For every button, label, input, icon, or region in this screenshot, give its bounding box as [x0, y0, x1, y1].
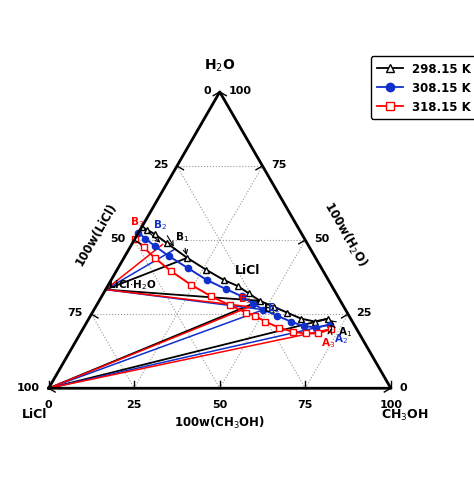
- Text: A$_2$: A$_2$: [331, 326, 347, 345]
- Text: 25: 25: [356, 308, 372, 318]
- Text: 50: 50: [212, 399, 228, 408]
- Text: E$_2$: E$_2$: [267, 301, 280, 314]
- Text: A$_3$: A$_3$: [321, 330, 336, 349]
- Text: 50: 50: [110, 234, 126, 244]
- Text: 100: 100: [17, 382, 40, 392]
- Text: 0: 0: [45, 399, 53, 408]
- Text: LiCl: LiCl: [235, 264, 260, 277]
- Text: CH$_3$OH: CH$_3$OH: [381, 407, 428, 422]
- Text: A$_1$: A$_1$: [332, 321, 352, 338]
- Text: LiCl: LiCl: [22, 407, 48, 420]
- Text: 75: 75: [67, 308, 83, 318]
- Text: 75: 75: [271, 160, 286, 170]
- Text: 100: 100: [379, 399, 402, 408]
- Text: H$_2$O: H$_2$O: [204, 58, 236, 74]
- Legend: 298.15 K, 308.15 K, 318.15 K: 298.15 K, 308.15 K, 318.15 K: [371, 57, 474, 120]
- Text: 25: 25: [127, 399, 142, 408]
- Text: B$_2$: B$_2$: [153, 217, 173, 246]
- Text: 0: 0: [203, 86, 211, 96]
- Text: 75: 75: [298, 399, 313, 408]
- Text: B$_1$: B$_1$: [175, 229, 189, 254]
- Text: B$_3$: B$_3$: [130, 215, 159, 243]
- Text: E$_3$: E$_3$: [238, 292, 251, 305]
- Text: 100w(H$_2$O): 100w(H$_2$O): [319, 198, 370, 269]
- Text: 100w(LiCl): 100w(LiCl): [73, 200, 120, 267]
- Text: LiCl$\cdot$H$_2$O: LiCl$\cdot$H$_2$O: [108, 278, 157, 292]
- Text: 50: 50: [314, 234, 329, 244]
- Text: 100w(CH$_3$OH): 100w(CH$_3$OH): [174, 414, 265, 430]
- Text: 0: 0: [400, 382, 407, 392]
- Text: E$_1$: E$_1$: [263, 302, 276, 316]
- Text: 25: 25: [153, 160, 168, 170]
- Text: 100: 100: [228, 86, 251, 96]
